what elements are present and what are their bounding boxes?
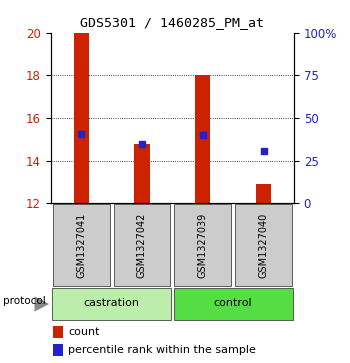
Text: GSM1327039: GSM1327039 [198,212,208,278]
Bar [134,143,149,203]
Text: count: count [68,327,100,337]
Bar [256,184,271,203]
Bar [74,33,89,203]
Text: GSM1327040: GSM1327040 [259,212,268,278]
Title: GDS5301 / 1460285_PM_at: GDS5301 / 1460285_PM_at [80,16,264,29]
Polygon shape [35,297,49,311]
Bar [174,288,293,320]
Bar [195,75,210,203]
Text: control: control [214,298,252,308]
Text: GSM1327042: GSM1327042 [137,212,147,278]
Text: GSM1327041: GSM1327041 [76,212,86,278]
Bar [53,344,63,356]
Bar [53,326,63,338]
Bar [174,204,231,286]
Bar [235,204,292,286]
Bar [113,204,170,286]
Bar [52,288,171,320]
Text: percentile rank within the sample: percentile rank within the sample [68,345,256,355]
Text: protocol: protocol [2,295,45,306]
Bar [53,204,110,286]
Text: castration: castration [84,298,140,308]
